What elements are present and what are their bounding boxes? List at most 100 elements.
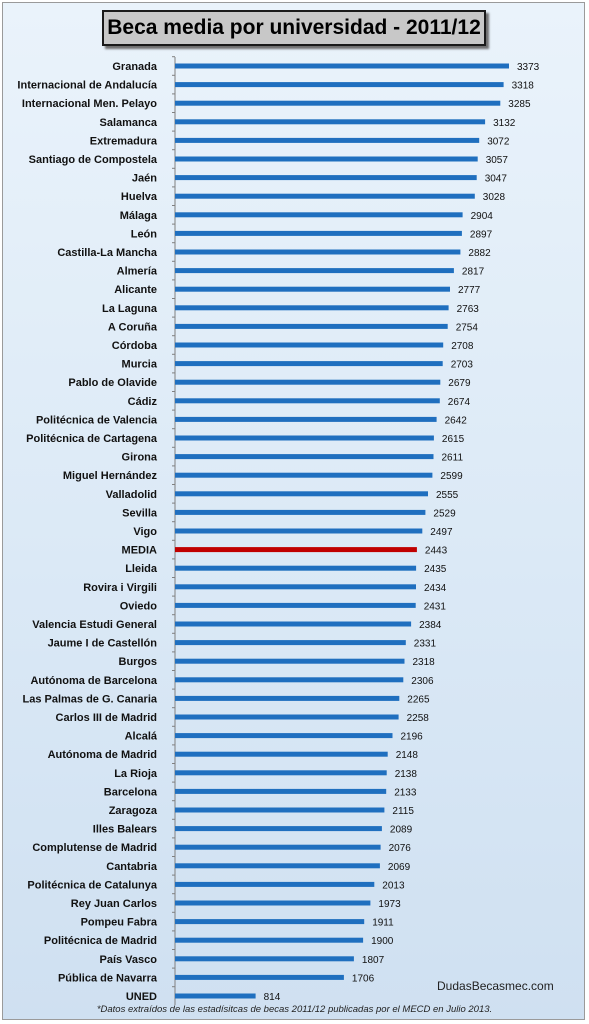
- category-label: Lleida: [125, 563, 158, 575]
- bar: [175, 379, 441, 385]
- value-label: 2443: [425, 546, 448, 557]
- category-label: Miguel Hernández: [63, 470, 158, 482]
- bar: [175, 788, 387, 794]
- category-label: Sevilla: [122, 507, 158, 519]
- value-label: 2754: [456, 322, 479, 333]
- value-label: 2679: [448, 378, 471, 389]
- bar: [175, 844, 381, 850]
- value-label: 2133: [394, 787, 417, 798]
- bar: [175, 919, 365, 925]
- category-label: Málaga: [120, 210, 158, 222]
- bar: [175, 956, 354, 962]
- bar: [175, 212, 463, 218]
- footnote: *Datos extraídos de las estadísitcas de …: [96, 1004, 493, 1015]
- bar: [175, 770, 387, 776]
- bar: [175, 268, 454, 274]
- category-label: Alicante: [114, 284, 157, 296]
- category-label: Cantabria: [106, 861, 158, 873]
- value-label: 2777: [458, 285, 481, 296]
- bar: [175, 993, 256, 999]
- category-label: Girona: [122, 452, 158, 464]
- category-label: Castilla-La Mancha: [57, 247, 158, 259]
- bar: [175, 565, 417, 571]
- bar: [175, 435, 434, 441]
- value-label: 1900: [371, 936, 394, 947]
- category-label: Valladolid: [106, 489, 157, 501]
- value-label: 3132: [493, 118, 516, 129]
- category-label: Burgos: [119, 656, 158, 668]
- value-label: 1807: [362, 955, 385, 966]
- bar: [175, 137, 480, 143]
- value-label: 2817: [462, 267, 485, 278]
- category-label: Complutense de Madrid: [32, 842, 157, 854]
- bar: [175, 286, 450, 292]
- value-label: 2069: [388, 862, 411, 873]
- category-label: Autónoma de Madrid: [48, 749, 157, 761]
- bar: [175, 491, 428, 497]
- bar: [175, 751, 388, 757]
- bar-highlight: [175, 547, 417, 553]
- value-label: 2708: [451, 341, 474, 352]
- value-label: 2115: [392, 806, 414, 817]
- category-label: Cádiz: [128, 396, 158, 408]
- bar: [175, 974, 344, 980]
- category-label: A Coruña: [108, 321, 158, 333]
- bar: [175, 156, 478, 162]
- category-label: Alcalá: [125, 731, 158, 743]
- value-label: 3318: [512, 81, 535, 92]
- category-label: Pública de Navarra: [58, 972, 158, 984]
- bar: [175, 807, 385, 813]
- category-label: Illes Balears: [93, 824, 157, 836]
- bar: [175, 398, 440, 404]
- value-label: 2318: [413, 657, 436, 668]
- category-label: UNED: [126, 991, 157, 1003]
- category-label: Vigo: [133, 526, 157, 538]
- value-label: 2434: [424, 583, 447, 594]
- category-label: Carlos III de Madrid: [56, 712, 157, 724]
- value-label: 2331: [414, 639, 437, 650]
- value-label: 2306: [411, 676, 434, 687]
- value-label: 2435: [424, 564, 447, 575]
- bar: [175, 323, 448, 329]
- category-label: Barcelona: [104, 786, 158, 798]
- value-label: 2642: [445, 415, 468, 426]
- value-label: 2384: [419, 620, 442, 631]
- category-label: La Laguna: [102, 303, 158, 315]
- bar: [175, 695, 400, 701]
- category-label: Internacional de Andalucía: [17, 80, 157, 92]
- value-label: 2763: [457, 304, 480, 315]
- category-label: La Rioja: [114, 768, 158, 780]
- category-label: Politécnica de Cartagena: [26, 433, 158, 445]
- bar: [175, 63, 509, 69]
- category-label: Salamanca: [100, 117, 158, 129]
- value-label: 1706: [352, 973, 375, 984]
- category-label: Rovira i Virgili: [83, 582, 157, 594]
- value-label: 2076: [389, 843, 412, 854]
- bar: [175, 602, 416, 608]
- bar: [175, 937, 364, 943]
- category-label: País Vasco: [100, 954, 158, 966]
- value-label: 3072: [487, 136, 510, 147]
- value-label: 2703: [451, 360, 474, 371]
- bar: [175, 416, 437, 422]
- bar: [175, 100, 501, 106]
- bar: [175, 361, 443, 367]
- bar: [175, 230, 462, 236]
- category-label: Huelva: [121, 191, 158, 203]
- bar: [175, 472, 433, 478]
- value-label: 2599: [440, 471, 463, 482]
- value-label: 2265: [407, 694, 430, 705]
- value-label: 2674: [448, 397, 471, 408]
- category-label: Extremadura: [90, 135, 158, 147]
- bar: [175, 900, 371, 906]
- value-label: 3285: [508, 99, 531, 110]
- value-label: 2431: [424, 601, 447, 612]
- value-label: 2615: [442, 434, 465, 445]
- value-label: 1911: [372, 918, 394, 929]
- value-label: 2196: [401, 732, 424, 743]
- category-label: Jaume I de Castellón: [48, 638, 158, 650]
- value-label: 2904: [471, 211, 494, 222]
- bar: [175, 175, 477, 181]
- category-label: Politécnica de Catalunya: [27, 879, 157, 891]
